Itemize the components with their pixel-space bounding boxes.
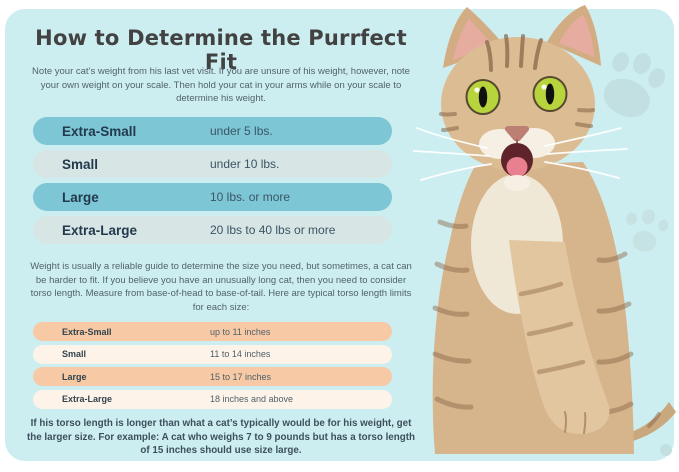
torso-length-table: Extra-Small up to 11 inches Small 11 to … (33, 322, 392, 412)
intro-paragraph: Note your cat’s weight from his last vet… (32, 66, 410, 104)
table-row: Small 11 to 14 inches (33, 344, 392, 364)
size-label: Extra-Small (62, 123, 137, 139)
size-value: 15 to 17 inches (210, 371, 272, 382)
paw-print-dot-icon (660, 444, 672, 456)
cat-photo (413, 5, 676, 454)
size-label: Extra-Small (62, 326, 112, 337)
table-row: Large 10 lbs. or more (33, 183, 392, 211)
footer-paragraph: If his torso length is longer than what … (27, 418, 415, 456)
table-row: Extra-Large 18 inches and above (33, 389, 392, 409)
size-label: Extra-Large (62, 394, 113, 404)
size-value: 10 lbs. or more (210, 190, 291, 204)
size-label: Small (62, 349, 87, 359)
size-value: up to 11 inches (210, 326, 271, 337)
table-row: Extra-Small under 5 lbs. (33, 117, 392, 145)
weight-size-table: Extra-Small under 5 lbs. Small under 10 … (33, 117, 392, 249)
torso-paragraph: Weight is usually a reliable guide to de… (30, 261, 412, 313)
size-label: Extra-Large (62, 222, 138, 238)
page-title: How to Determine the Purrfect Fit (35, 26, 407, 74)
table-row: Extra-Small up to 11 inches (33, 322, 392, 341)
size-label: Small (62, 156, 99, 172)
table-row: Extra-Large 20 lbs to 40 lbs or more (33, 216, 392, 244)
table-row: Large 15 to 17 inches (33, 367, 392, 386)
size-value: 11 to 14 inches (210, 349, 271, 359)
paw-print-icon (626, 209, 669, 252)
size-label: Large (62, 371, 87, 382)
size-value: 20 lbs to 40 lbs or more (210, 223, 336, 237)
size-value: 18 inches and above (210, 394, 294, 404)
size-label: Large (62, 189, 99, 205)
paw-print-icon (603, 52, 666, 117)
table-row: Small under 10 lbs. (33, 150, 392, 178)
size-value: under 5 lbs. (210, 124, 273, 138)
size-value: under 10 lbs. (210, 157, 280, 171)
